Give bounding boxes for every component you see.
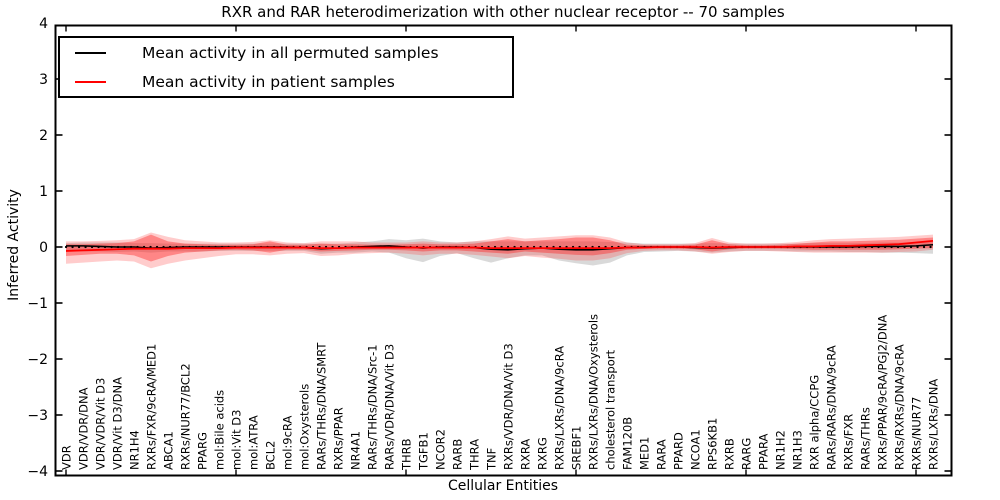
x-category-label: NCOA1 — [689, 429, 703, 470]
x-category-label: NR1H4 — [128, 430, 142, 470]
legend-line-sample-permuted — [75, 51, 106, 54]
x-category-label: RARB — [451, 439, 465, 470]
x-category-label: RXRs/LXRs/DNA/9cRA — [553, 346, 567, 470]
x-category-label: RXRs/LXRs/DNA — [927, 379, 941, 470]
x-category-label: RXRG — [536, 437, 550, 470]
legend-label-patient: Mean activity in patient samples — [142, 72, 395, 91]
x-category-label: THRA — [468, 439, 482, 471]
legend-entry-permuted: Mean activity in all permuted samples — [60, 38, 512, 67]
x-category-label: VDR/VDR/DNA — [77, 387, 91, 470]
chart-title: RXR and RAR heterodimerization with othe… — [221, 3, 785, 21]
legend-label-permuted: Mean activity in all permuted samples — [142, 43, 439, 62]
x-category-label: NR1H3 — [791, 430, 805, 470]
x-category-label: BCL2 — [264, 441, 278, 470]
x-category-label: RPS6KB1 — [706, 418, 720, 470]
x-category-label: THRB — [400, 438, 414, 471]
x-category-label: NCOR2 — [434, 429, 448, 470]
y-tick-label: 3 — [39, 72, 48, 88]
x-category-label: RXR alpha/CCPG — [808, 375, 822, 470]
x-category-label: RARs/RARs/DNA/9cRA — [825, 345, 839, 470]
x-category-label: PPARG — [196, 432, 210, 470]
permuted-samples-spread-band — [66, 238, 933, 266]
x-category-label: RXRs/FXR/9cRA/MED1 — [145, 344, 159, 470]
x-category-label: VDR/VDR/Vit D3 — [94, 378, 108, 470]
y-tick-label: −4 — [27, 464, 48, 480]
x-category-label: RXRs/NUR77/BCL2 — [179, 363, 193, 470]
x-category-label: RXRs/PPAR — [332, 407, 346, 470]
patient-samples-outer-band — [66, 232, 933, 269]
legend-entry-patient: Mean activity in patient samples — [60, 67, 512, 96]
x-category-label: RXRs/PPAR/9cRA/PGJ2/DNA — [876, 315, 890, 470]
x-category-label: RARs/THRs/DNA/SMRT — [315, 342, 329, 470]
axes-spines — [54, 24, 953, 477]
y-tick-label: 2 — [39, 128, 48, 144]
x-category-label: mol:Vit D3 — [230, 410, 244, 470]
x-category-label: RXRs/RXRs/DNA/9cRA — [893, 344, 907, 470]
x-category-label: RXRs/FXR — [842, 414, 856, 470]
x-category-label: NR4A1 — [349, 431, 363, 470]
y-tick-label: 0 — [39, 240, 48, 256]
x-category-label: RXRs/VDR/DNA/Vit D3 — [502, 343, 516, 470]
legend-line-sample-patient — [75, 80, 106, 83]
x-category-label: RXRs/NUR77 — [910, 397, 924, 470]
x-category-label: TNF — [485, 448, 499, 471]
x-category-label: MED1 — [638, 437, 652, 470]
x-category-label: RARs/THRs — [859, 407, 873, 470]
x-category-label: VDR — [60, 445, 74, 470]
y-tick-label: 1 — [39, 184, 48, 200]
x-category-label: RXRs/LXRs/DNA/Oxysterols — [587, 314, 601, 470]
x-category-label: mol:Bile acids — [213, 390, 227, 470]
x-axis-label: Cellular Entities — [447, 478, 559, 494]
y-tick-label: −2 — [27, 352, 48, 368]
x-category-label: ABCA1 — [162, 431, 176, 470]
x-category-label: VDR/Vit D3/DNA — [111, 377, 125, 470]
x-category-label: cholesterol transport — [604, 350, 618, 470]
x-category-label: mol:ATRA — [247, 415, 261, 470]
x-category-label: RXRB — [723, 438, 737, 470]
x-category-label: RXRA — [519, 439, 533, 470]
x-category-label: RARA — [655, 439, 669, 470]
x-category-label: PPARD — [672, 432, 686, 470]
x-category-label: TGFB1 — [417, 432, 431, 471]
x-category-label: RARs/VDR/DNA/Vit D3 — [383, 344, 397, 470]
x-category-label: RARs/THRs/DNA/Src-1 — [366, 344, 380, 470]
legend: Mean activity in all permuted samples Me… — [58, 36, 514, 98]
series-line-patient — [65, 239, 934, 252]
x-category-label: mol:9cRA — [281, 416, 295, 470]
y-tick-label: −3 — [27, 408, 48, 424]
y-tick-label: −1 — [27, 296, 48, 312]
x-category-label: mol:Oxysterols — [298, 384, 312, 470]
x-category-label: NR1H2 — [774, 430, 788, 470]
x-category-label: RARG — [740, 438, 754, 470]
x-category-label: FAM120B — [621, 417, 635, 470]
x-category-label: SREBF1 — [570, 426, 584, 470]
x-category-label: PPARA — [757, 433, 771, 470]
y-tick-label: 4 — [39, 16, 48, 32]
